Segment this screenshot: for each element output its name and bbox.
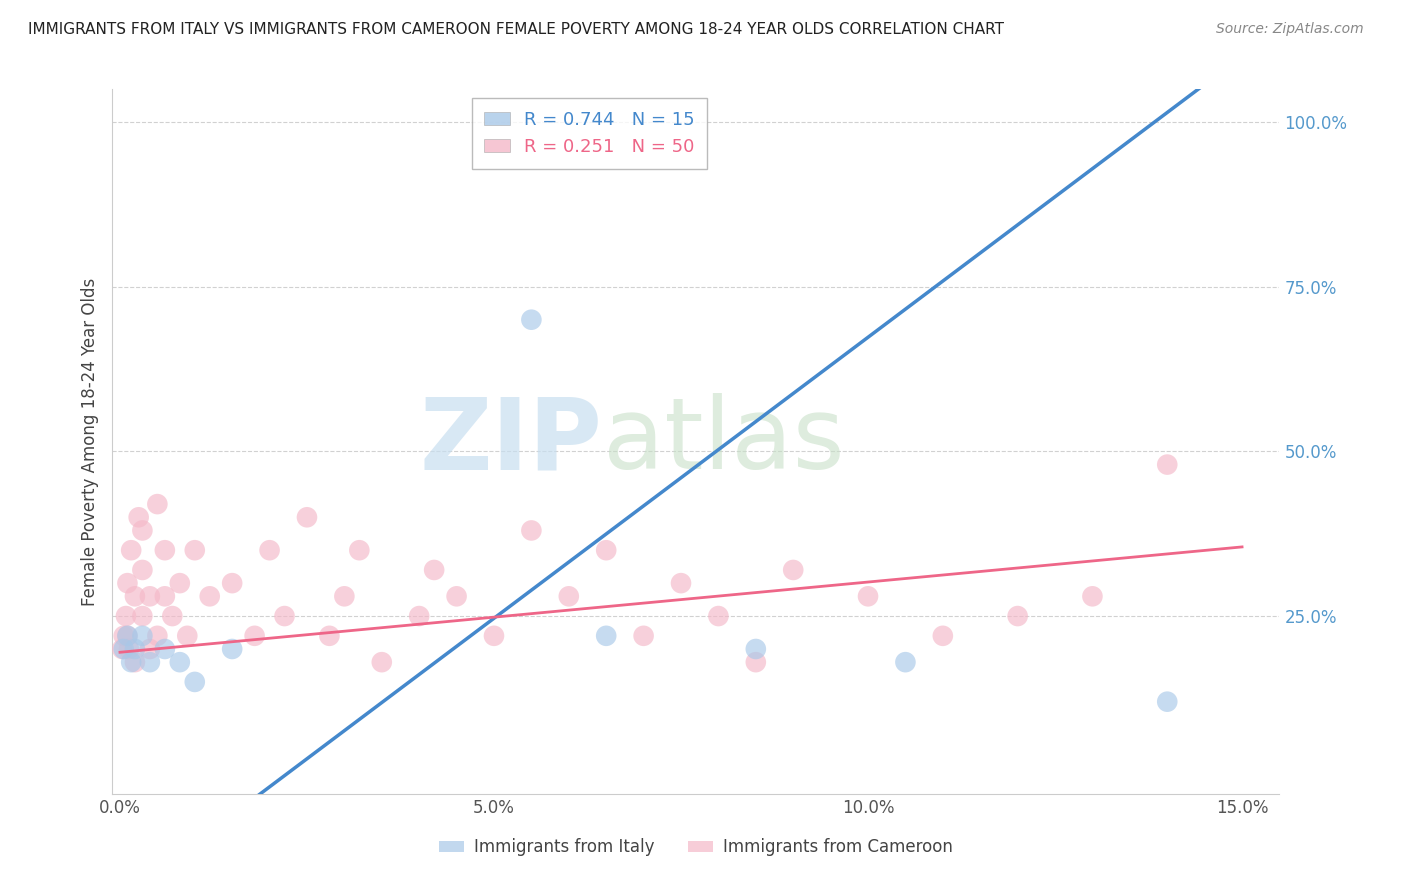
- Point: [139, 655, 162, 669]
- Point: [146, 497, 169, 511]
- Point: [117, 576, 139, 591]
- Point: [139, 590, 162, 604]
- Point: [520, 524, 543, 538]
- Point: [595, 543, 617, 558]
- Point: [894, 655, 917, 669]
- Point: [118, 642, 141, 657]
- Point: [120, 655, 142, 669]
- Point: [349, 543, 371, 558]
- Point: [1156, 695, 1178, 709]
- Point: [111, 642, 134, 657]
- Point: [221, 642, 243, 657]
- Point: [112, 642, 135, 657]
- Point: [131, 524, 153, 538]
- Point: [595, 629, 617, 643]
- Point: [243, 629, 266, 643]
- Point: [124, 642, 146, 657]
- Point: [139, 642, 162, 657]
- Y-axis label: Female Poverty Among 18-24 Year Olds: Female Poverty Among 18-24 Year Olds: [80, 277, 98, 606]
- Point: [184, 674, 207, 689]
- Point: [408, 609, 430, 624]
- Point: [482, 629, 505, 643]
- Point: [520, 312, 543, 326]
- Point: [1156, 458, 1178, 472]
- Point: [124, 590, 146, 604]
- Point: [115, 609, 138, 624]
- Point: [131, 609, 153, 624]
- Point: [221, 576, 243, 591]
- Point: [124, 655, 146, 669]
- Legend: Immigrants from Italy, Immigrants from Cameroon: Immigrants from Italy, Immigrants from C…: [433, 831, 959, 863]
- Point: [128, 510, 150, 524]
- Text: atlas: atlas: [603, 393, 844, 490]
- Point: [371, 655, 394, 669]
- Point: [146, 629, 169, 643]
- Point: [162, 609, 184, 624]
- Point: [1081, 590, 1104, 604]
- Point: [131, 629, 153, 643]
- Point: [856, 590, 879, 604]
- Point: [153, 642, 176, 657]
- Point: [295, 510, 318, 524]
- Point: [120, 543, 142, 558]
- Point: [112, 629, 135, 643]
- Point: [169, 655, 191, 669]
- Point: [273, 609, 295, 624]
- Point: [1007, 609, 1029, 624]
- Point: [153, 543, 176, 558]
- Point: [198, 590, 221, 604]
- Point: [669, 576, 692, 591]
- Point: [745, 642, 768, 657]
- Text: Source: ZipAtlas.com: Source: ZipAtlas.com: [1216, 22, 1364, 37]
- Point: [423, 563, 446, 577]
- Point: [131, 563, 153, 577]
- Point: [153, 590, 176, 604]
- Point: [117, 629, 139, 643]
- Text: ZIP: ZIP: [420, 393, 603, 490]
- Point: [117, 629, 139, 643]
- Point: [318, 629, 340, 643]
- Point: [169, 576, 191, 591]
- Point: [782, 563, 804, 577]
- Point: [558, 590, 581, 604]
- Point: [333, 590, 356, 604]
- Point: [184, 543, 207, 558]
- Text: IMMIGRANTS FROM ITALY VS IMMIGRANTS FROM CAMEROON FEMALE POVERTY AMONG 18-24 YEA: IMMIGRANTS FROM ITALY VS IMMIGRANTS FROM…: [28, 22, 1004, 37]
- Point: [745, 655, 768, 669]
- Point: [707, 609, 730, 624]
- Point: [446, 590, 468, 604]
- Point: [633, 629, 655, 643]
- Point: [259, 543, 281, 558]
- Point: [932, 629, 955, 643]
- Point: [176, 629, 198, 643]
